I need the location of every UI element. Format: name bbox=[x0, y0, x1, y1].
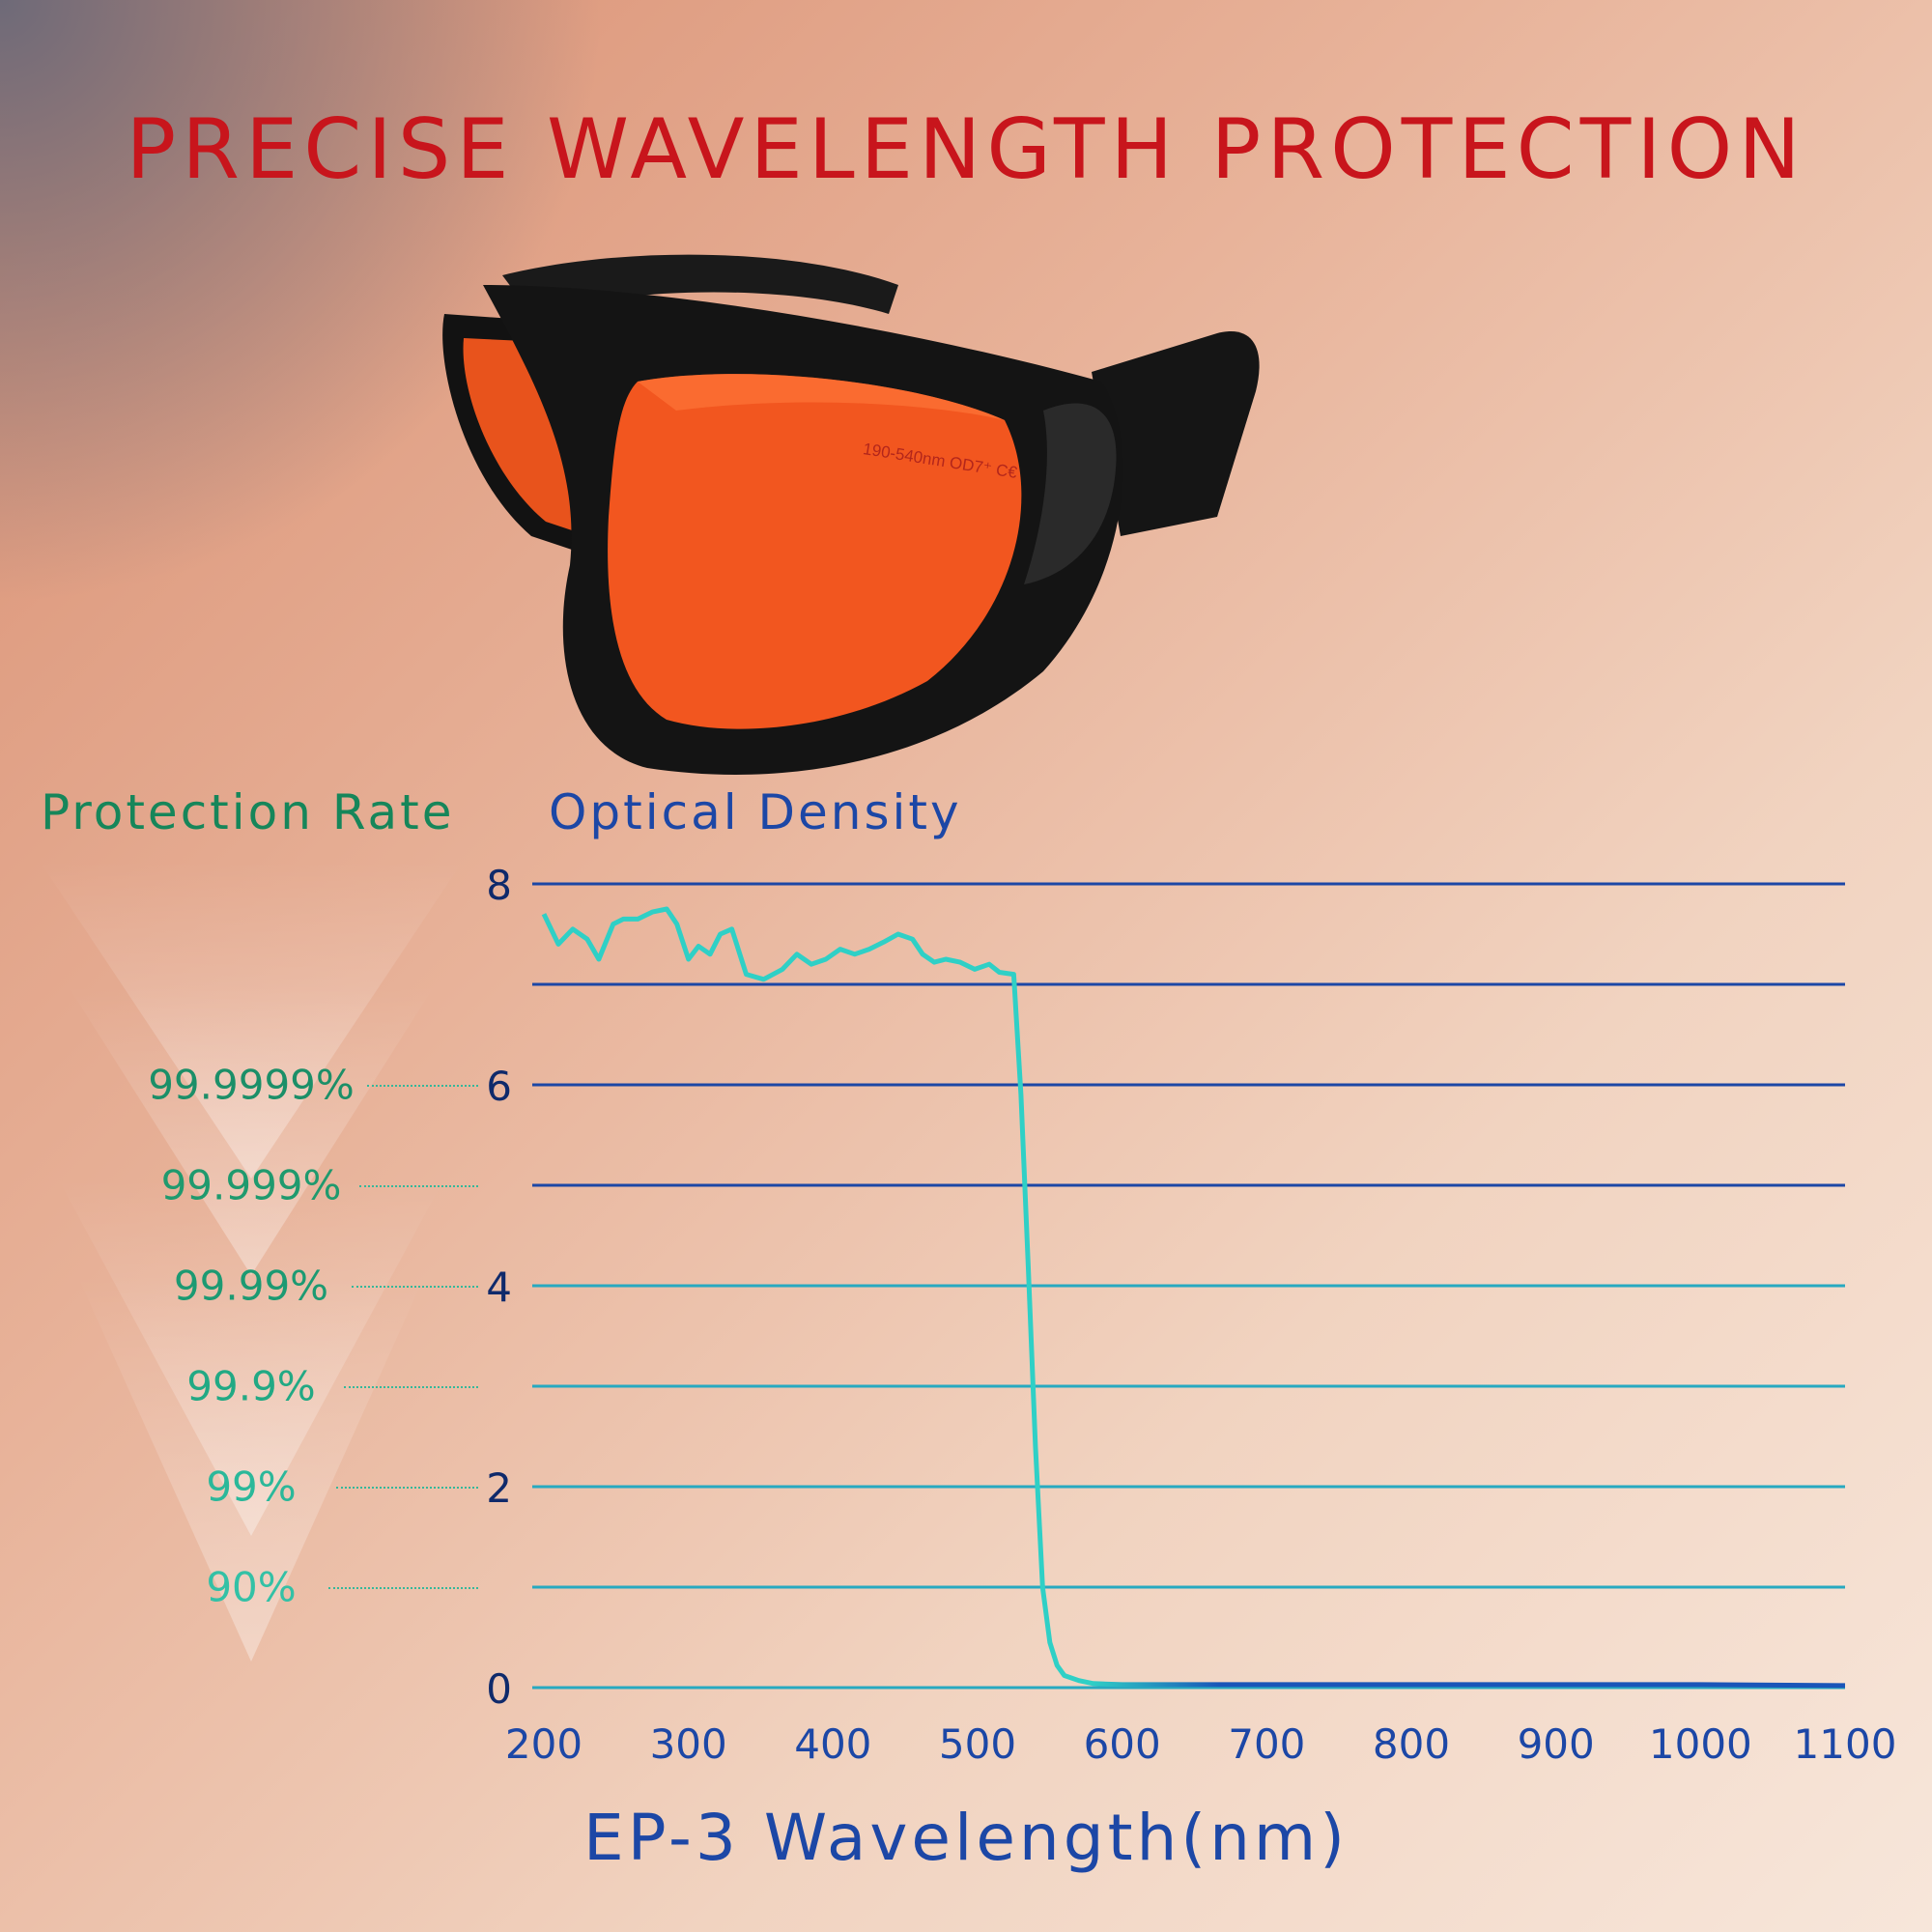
x-tick-label: 600 bbox=[1084, 1720, 1161, 1768]
page-title: PRECISE WAVELENGTH PROTECTION bbox=[126, 101, 1806, 198]
optical-density-curve bbox=[541, 906, 1846, 1689]
protection-rate-leader-line bbox=[359, 1185, 478, 1187]
protection-rate-leader-line bbox=[328, 1587, 478, 1589]
protection-rate-heading: Protection Rate bbox=[41, 784, 455, 840]
x-tick-label: 900 bbox=[1518, 1720, 1595, 1768]
x-tick-label: 400 bbox=[794, 1720, 871, 1768]
protection-rate-label: 99.9% bbox=[186, 1362, 316, 1410]
y-tick-label: 6 bbox=[486, 1063, 512, 1110]
y-tick-labels: 0 2 4 6 8 bbox=[486, 862, 512, 1713]
x-tick-label: 200 bbox=[505, 1720, 582, 1768]
protection-rate-leader-line bbox=[367, 1085, 478, 1087]
x-tick-label: 1000 bbox=[1649, 1720, 1752, 1768]
x-tick-label: 300 bbox=[650, 1720, 727, 1768]
protection-rate-triangles bbox=[39, 860, 464, 1662]
y-tick-label: 8 bbox=[486, 862, 512, 909]
y-tick-label: 2 bbox=[486, 1464, 512, 1512]
x-axis-title: EP-3 Wavelength(nm) bbox=[583, 1801, 1349, 1875]
x-tick-label: 700 bbox=[1228, 1720, 1305, 1768]
protection-rate-leader-line bbox=[344, 1386, 478, 1388]
x-tick-label: 500 bbox=[939, 1720, 1016, 1768]
protection-rate-label: 99.9999% bbox=[148, 1061, 355, 1109]
x-tick-labels: 200 300 400 500 600 700 800 900 1000 1100 bbox=[505, 1720, 1897, 1768]
optical-density-heading: Optical Density bbox=[549, 784, 962, 840]
x-tick-label: 800 bbox=[1373, 1720, 1450, 1768]
chart-grid bbox=[532, 882, 1847, 1699]
protection-rate-leader-line bbox=[336, 1487, 478, 1489]
protection-rate-label: 99.999% bbox=[160, 1161, 342, 1209]
laser-safety-glasses-image bbox=[442, 254, 1260, 775]
protection-rate-label: 99.99% bbox=[173, 1262, 329, 1310]
y-tick-label: 4 bbox=[486, 1264, 512, 1311]
protection-rate-leader-line bbox=[352, 1286, 478, 1288]
x-tick-label: 1100 bbox=[1794, 1720, 1897, 1768]
protection-rate-label: 99% bbox=[206, 1463, 297, 1511]
protection-rate-label: 90% bbox=[206, 1563, 297, 1611]
y-tick-label: 0 bbox=[486, 1665, 512, 1713]
